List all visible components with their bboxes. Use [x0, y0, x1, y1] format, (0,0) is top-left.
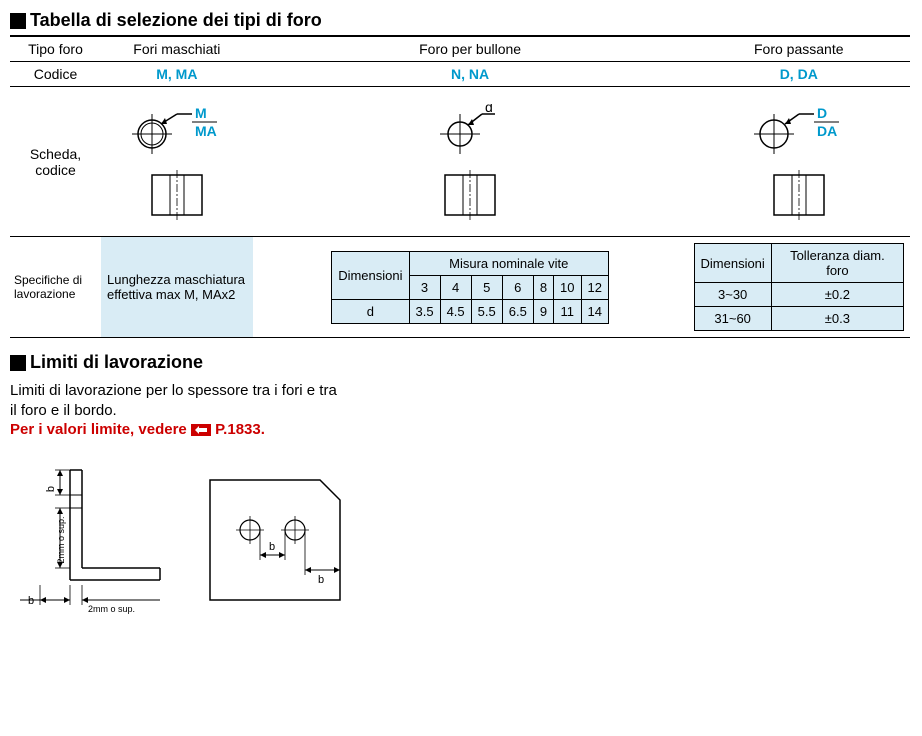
label-m-top: M: [195, 105, 207, 121]
section-title-1: Tabella di selezione dei tipi di foro: [10, 10, 912, 31]
title-1-text: Tabella di selezione dei tipi di foro: [30, 10, 322, 31]
spec-d-cell: Dimensioni Tolleranza diam. foro 3~30 ±0…: [688, 237, 911, 338]
label-m-bot: MA: [195, 123, 217, 139]
n-dimensioni: Dimensioni: [332, 251, 409, 299]
dim-2mm-v: 2mm o sup.: [56, 516, 66, 563]
bullet-icon-2: [10, 355, 26, 371]
dim-b-holes: b: [269, 541, 275, 553]
hdr-scheda: Scheda, codice: [10, 87, 101, 237]
side-diagram-n: [435, 170, 505, 220]
hdr-foro-passante: Foro passante: [688, 36, 911, 62]
circle-diagram-n: d: [410, 104, 530, 164]
n-s-3: 6: [502, 275, 533, 299]
code-d: D, DA: [688, 62, 911, 87]
title-2-text: Limiti di lavorazione: [30, 352, 203, 373]
limits-paragraph: Limiti di lavorazione per lo spessore tr…: [10, 381, 912, 440]
n-d-6: 14: [581, 299, 608, 323]
page-ref-icon: [191, 424, 211, 436]
n-d-5: 11: [554, 299, 581, 323]
n-s-6: 12: [581, 275, 608, 299]
dim-b-h: b: [28, 595, 34, 607]
dim-b-1: b: [45, 486, 57, 492]
n-d-2: 5.5: [471, 299, 502, 323]
spec-n-cell: Dimensioni Misura nominale vite 3 4 5 6 …: [253, 237, 688, 338]
circle-diagram-d: D DA: [739, 104, 859, 164]
n-s-2: 5: [471, 275, 502, 299]
limit-diagrams: b 2mm o sup. b 2mm o sup. b: [10, 450, 912, 620]
bullet-icon: [10, 13, 26, 29]
limits-ref-text: Per i valori limite, vedere: [10, 421, 187, 438]
n-d-row: d 3.5 4.5 5.5 6.5 9 11 14: [332, 299, 609, 323]
label-n-top: d: [485, 104, 493, 115]
code-n: N, NA: [253, 62, 688, 87]
d-tolleranza: Tolleranza diam. foro: [771, 244, 903, 283]
hdr-codice: Codice: [10, 62, 101, 87]
n-misura: Misura nominale vite: [409, 251, 608, 275]
n-s-4: 8: [533, 275, 553, 299]
section-title-2: Limiti di lavorazione: [10, 352, 912, 373]
hdr-foro-bullone: Foro per bullone: [253, 36, 688, 62]
n-s-5: 10: [554, 275, 581, 299]
limits-ref: Per i valori limite, vedere P.1833.: [10, 421, 265, 438]
n-d-0: 3.5: [409, 299, 440, 323]
side-diagram-d: [764, 170, 834, 220]
side-diagram-m: [142, 170, 212, 220]
d-r0-range: 3~30: [694, 283, 771, 307]
n-d-label: d: [332, 299, 409, 323]
d-r0-tol: ±0.2: [771, 283, 903, 307]
hdr-fori-maschiati: Fori maschiati: [101, 36, 253, 62]
l-bracket-diagram: b 2mm o sup. b 2mm o sup.: [10, 450, 180, 620]
diagram-d-cell: D DA: [688, 87, 911, 237]
inner-table-d: Dimensioni Tolleranza diam. foro 3~30 ±0…: [694, 243, 905, 331]
limits-line2: il foro e il bordo.: [10, 402, 117, 419]
circle-diagram-m: M MA: [117, 104, 237, 164]
spec-m-cell: Lunghezza ma­schiatura effettiva max M, …: [101, 237, 253, 338]
d-r1-range: 31~60: [694, 307, 771, 331]
n-d-1: 4.5: [440, 299, 471, 323]
label-d-top: D: [817, 105, 827, 121]
dim-b-edge: b: [318, 574, 324, 586]
label-d-bot: DA: [817, 123, 837, 139]
n-d-3: 6.5: [502, 299, 533, 323]
diagram-m-cell: M MA: [101, 87, 253, 237]
plate-diagram: b b: [200, 470, 360, 620]
n-s-0: 3: [409, 275, 440, 299]
d-dimensioni: Dimensioni: [694, 244, 771, 283]
n-d-4: 9: [533, 299, 553, 323]
limits-line1: Limiti di lavorazione per lo spessore tr…: [10, 382, 337, 399]
code-m: M, MA: [101, 62, 253, 87]
limits-page: P.1833: [215, 421, 261, 438]
selection-table: Tipo foro Fori maschiati Foro per bullon…: [10, 35, 910, 338]
n-s-1: 4: [440, 275, 471, 299]
d-r1-tol: ±0.3: [771, 307, 903, 331]
dim-2mm-h: 2mm o sup.: [88, 604, 135, 614]
hdr-tipo-foro: Tipo foro: [10, 36, 101, 62]
inner-table-n: Dimensioni Misura nominale vite 3 4 5 6 …: [331, 251, 609, 324]
diagram-n-cell: d: [253, 87, 688, 237]
hdr-specifiche: Specifiche di lavorazione: [10, 237, 101, 338]
